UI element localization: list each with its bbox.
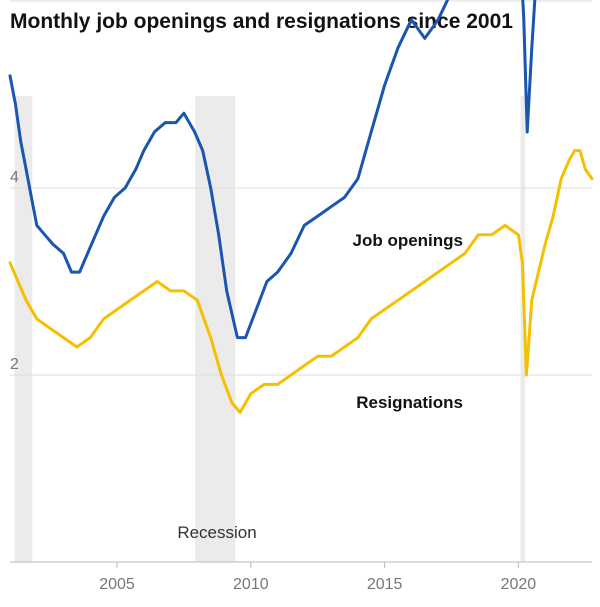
series-label-job-openings: Job openings <box>353 231 464 250</box>
series-line-job-openings <box>8 0 537 340</box>
y-axis-labels: 246810 million <box>10 169 19 373</box>
recession-bands <box>14 96 526 562</box>
x-tick-label-3: 2020 <box>501 576 537 593</box>
x-tick-label-2: 2015 <box>367 576 403 593</box>
x-tick-label-0: 2005 <box>99 576 135 593</box>
series-line-resignations <box>8 149 594 414</box>
series-lines <box>8 0 594 414</box>
y-tick-label-1: 4 <box>10 169 19 186</box>
y-tick-label-0: 2 <box>10 356 19 373</box>
recession-band-2 <box>520 96 526 562</box>
series-label-resignations: Resignations <box>356 393 463 412</box>
x-tick-label-1: 2010 <box>233 576 269 593</box>
recession-band-0 <box>14 96 33 562</box>
recession-label: Recession <box>177 523 256 542</box>
gridlines <box>10 0 592 376</box>
chart-title: Monthly job openings and resignations si… <box>10 10 513 33</box>
recession-band-1 <box>195 96 236 562</box>
x-axis: 2005 2010 2015 2020 <box>10 561 592 593</box>
